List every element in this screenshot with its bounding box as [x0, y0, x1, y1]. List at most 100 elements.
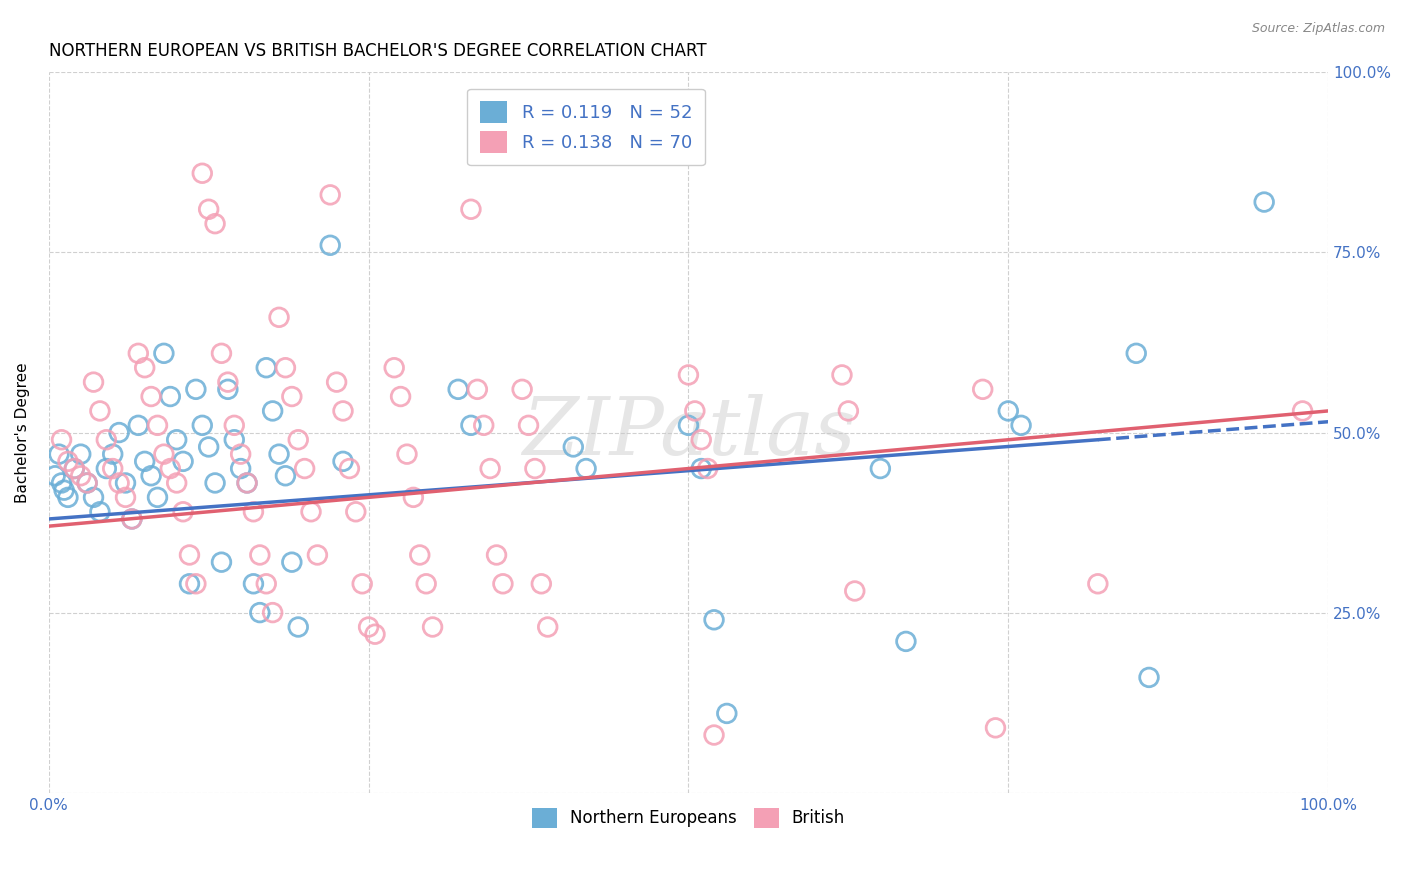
Point [217, 375, 239, 389]
Point [281, 390, 304, 404]
Point [332, 404, 354, 418]
Point [332, 454, 354, 468]
Point [224, 418, 246, 433]
Point [344, 505, 367, 519]
Point [179, 576, 201, 591]
Point [159, 390, 181, 404]
Point [395, 447, 418, 461]
Point [352, 576, 374, 591]
Text: ZIPatlas: ZIPatlas [522, 393, 855, 471]
Point [217, 382, 239, 396]
Point [523, 461, 546, 475]
Point [51, 433, 73, 447]
Point [447, 382, 470, 396]
Point [166, 475, 188, 490]
Point [63, 461, 86, 475]
Point [402, 491, 425, 505]
Point [127, 346, 149, 360]
Point [409, 548, 432, 562]
Point [204, 217, 226, 231]
Text: NORTHERN EUROPEAN VS BRITISH BACHELOR'S DEGREE CORRELATION CHART: NORTHERN EUROPEAN VS BRITISH BACHELOR'S … [49, 42, 706, 60]
Point [254, 360, 277, 375]
Point [678, 418, 700, 433]
Point [984, 721, 1007, 735]
Point [153, 447, 176, 461]
Point [389, 390, 412, 404]
Point [204, 475, 226, 490]
Point [51, 475, 73, 490]
Point [319, 187, 342, 202]
Point [197, 440, 219, 454]
Point [690, 433, 713, 447]
Point [153, 346, 176, 360]
Point [537, 620, 560, 634]
Point [139, 390, 162, 404]
Point [236, 475, 259, 490]
Point [191, 166, 214, 180]
Point [146, 418, 169, 433]
Point [44, 468, 66, 483]
Point [166, 433, 188, 447]
Point [63, 461, 86, 475]
Point [472, 418, 495, 433]
Point [287, 433, 309, 447]
Point [211, 555, 233, 569]
Point [89, 505, 111, 519]
Point [1253, 195, 1275, 210]
Point [1010, 418, 1032, 433]
Point [184, 576, 207, 591]
Point [267, 310, 290, 325]
Point [339, 461, 361, 475]
Point [325, 375, 347, 389]
Point [197, 202, 219, 217]
Point [696, 461, 718, 475]
Point [319, 238, 342, 252]
Point [76, 475, 98, 490]
Point [262, 606, 284, 620]
Point [229, 447, 252, 461]
Point [683, 404, 706, 418]
Point [96, 433, 118, 447]
Point [121, 512, 143, 526]
Point [101, 447, 124, 461]
Point [127, 418, 149, 433]
Point [56, 491, 79, 505]
Point [460, 418, 482, 433]
Point [242, 576, 264, 591]
Point [236, 475, 259, 490]
Point [274, 360, 297, 375]
Point [844, 584, 866, 599]
Point [108, 475, 131, 490]
Point [422, 620, 444, 634]
Point [146, 491, 169, 505]
Point [1291, 404, 1313, 418]
Point [134, 454, 156, 468]
Point [492, 576, 515, 591]
Point [83, 375, 105, 389]
Point [299, 505, 322, 519]
Point [172, 505, 194, 519]
Point [179, 548, 201, 562]
Point [159, 461, 181, 475]
Point [510, 382, 533, 396]
Point [96, 461, 118, 475]
Point [997, 404, 1019, 418]
Point [114, 475, 136, 490]
Point [254, 576, 277, 591]
Point [703, 613, 725, 627]
Point [76, 475, 98, 490]
Point [364, 627, 387, 641]
Point [69, 468, 91, 483]
Point [716, 706, 738, 721]
Point [229, 461, 252, 475]
Point [224, 433, 246, 447]
Point [485, 548, 508, 562]
Point [678, 368, 700, 382]
Point [53, 483, 76, 498]
Legend: Northern Europeans, British: Northern Europeans, British [524, 801, 852, 835]
Point [267, 447, 290, 461]
Point [479, 461, 502, 475]
Point [972, 382, 994, 396]
Point [294, 461, 316, 475]
Point [281, 555, 304, 569]
